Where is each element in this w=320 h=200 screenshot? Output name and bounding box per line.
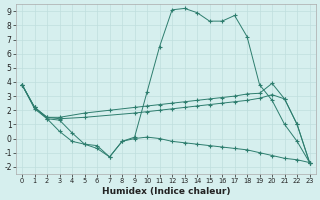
- X-axis label: Humidex (Indice chaleur): Humidex (Indice chaleur): [101, 187, 230, 196]
